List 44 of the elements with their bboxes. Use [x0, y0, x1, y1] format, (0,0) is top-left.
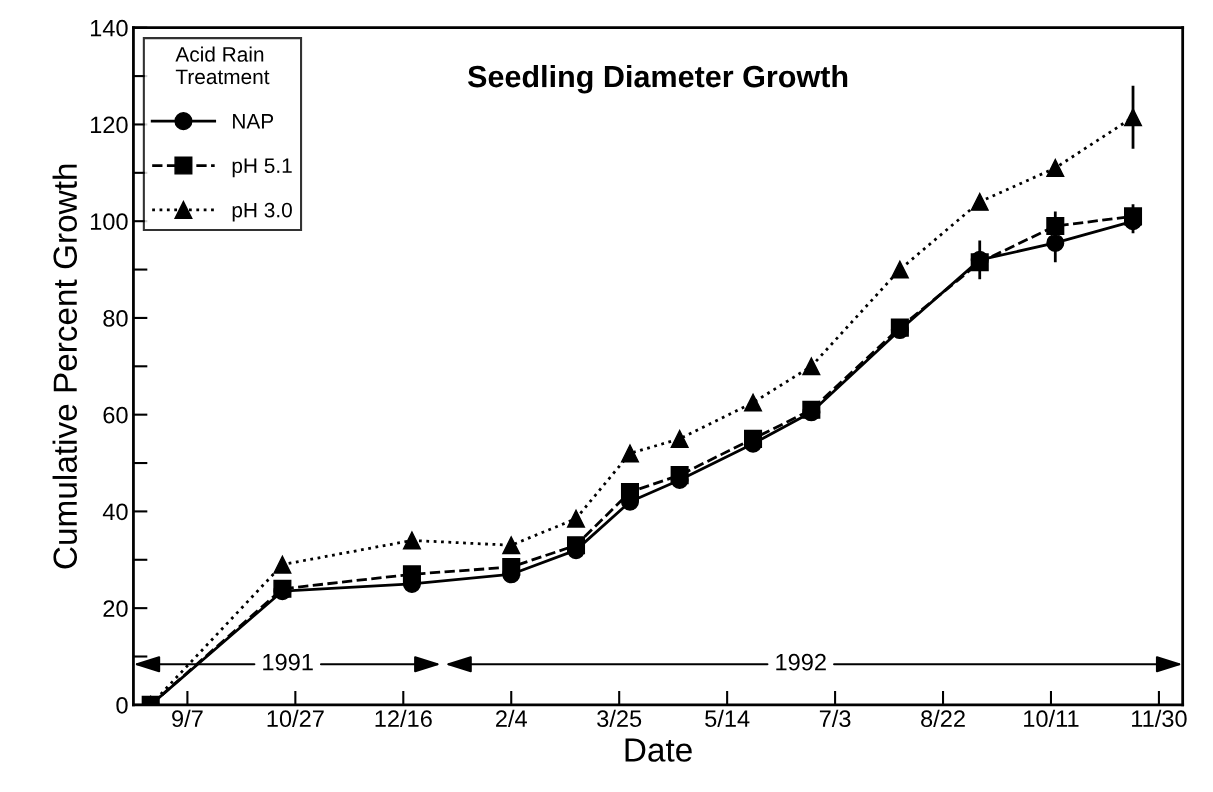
text: Seedling Diameter Growth	[467, 64, 848, 94]
x-tick-label: 5/14	[705, 709, 750, 728]
point	[566, 509, 586, 528]
point	[402, 565, 421, 584]
point	[402, 531, 421, 550]
y-tick-label: 140	[90, 19, 128, 37]
annotation: 1992	[776, 653, 826, 671]
legend-label: NAP	[233, 114, 274, 129]
y-axis-title: Cumulative Percent Growth	[52, 164, 78, 569]
y-tick-label: 120	[90, 116, 128, 134]
x-tick-label: 3/25	[597, 709, 642, 728]
point	[502, 536, 521, 555]
point	[566, 536, 586, 555]
y-tick-label: 80	[103, 310, 128, 327]
x-tick-label: 12/16	[375, 709, 432, 728]
point	[802, 357, 821, 376]
y-tick-label: 0	[116, 696, 128, 714]
x-tick-label: 10/27	[267, 709, 324, 728]
y-tick-label: 60	[103, 406, 128, 424]
point	[670, 429, 689, 448]
y-tick-label: 40	[102, 503, 128, 521]
y-tick-label: 100	[90, 213, 128, 230]
point	[1046, 158, 1065, 178]
legend-label: pH 5.1	[232, 158, 292, 178]
point	[744, 429, 763, 448]
point	[744, 393, 763, 412]
legend-label: pH 3.0	[232, 202, 292, 222]
point	[970, 192, 989, 211]
annotation: 1991	[263, 653, 313, 671]
point	[670, 466, 689, 485]
x-tick-label: 7/3	[819, 709, 851, 728]
legend-title: Acid Rain Treatment	[175, 46, 270, 85]
y-tick-label: 20	[103, 600, 128, 617]
x-tick-label: 8/22	[921, 709, 965, 728]
point	[620, 444, 640, 463]
point	[273, 555, 292, 574]
x-tick-label: 2/4	[496, 709, 527, 728]
point	[890, 260, 909, 279]
x-tick-label: 11/30	[1132, 709, 1187, 728]
x-tick-label: 9/7	[172, 709, 203, 728]
x-axis-title: Date	[625, 738, 692, 762]
x-tick-label: 10/11	[1024, 709, 1079, 728]
point	[502, 558, 521, 577]
point	[620, 483, 640, 502]
